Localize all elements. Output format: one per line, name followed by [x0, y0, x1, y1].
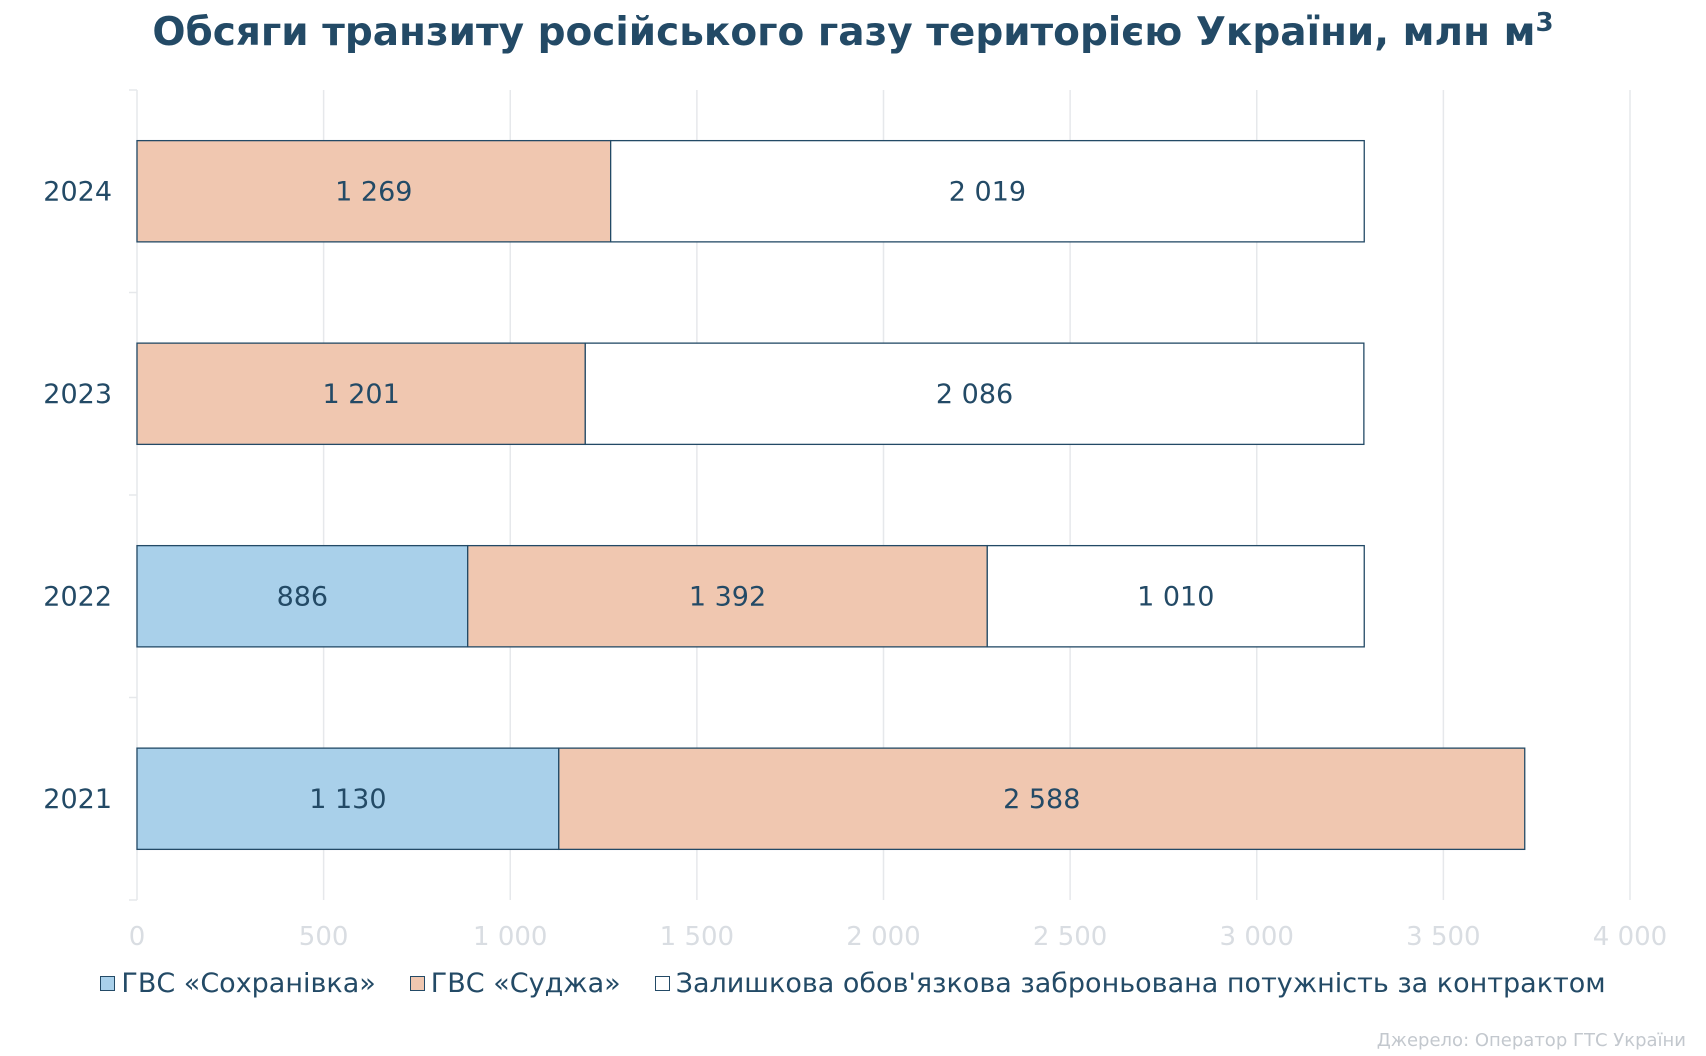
chart-title-text: Обсяги транзиту російського газу територ… — [152, 10, 1536, 55]
y-category-label: 2022 — [43, 581, 112, 612]
x-tick-label: 3 500 — [1406, 922, 1480, 952]
x-tick-label: 1 500 — [660, 922, 734, 952]
legend-swatch-remaining-capacity — [654, 976, 670, 991]
bar-segment — [584, 342, 1365, 446]
bar-segment — [610, 139, 1365, 243]
x-tick-label: 0 — [129, 922, 146, 952]
legend-label-remaining-capacity: Залишкова обов'язкова заброньована потуж… — [675, 968, 1606, 999]
bar-segment — [136, 747, 560, 851]
x-tick-label: 4 000 — [1593, 922, 1667, 952]
legend-label-sudzha: ГВС «Суджа» — [430, 968, 621, 999]
y-category-label: 2021 — [43, 784, 112, 815]
data-label: 2 019 — [949, 176, 1026, 207]
data-label: 2 086 — [936, 379, 1013, 410]
x-tick-label: 2 500 — [1033, 922, 1107, 952]
data-label: 1 269 — [335, 176, 412, 207]
chart-title-superscript: 3 — [1535, 8, 1554, 38]
x-tick-label: 2 000 — [846, 922, 920, 952]
bar-segment — [136, 544, 469, 648]
bar-segment — [136, 342, 586, 446]
source-note: Джерело: Оператор ГТС України — [1376, 1030, 1686, 1051]
x-tick-label: 500 — [299, 922, 349, 952]
y-category-label: 2023 — [43, 379, 112, 410]
bar-segment — [558, 747, 1526, 851]
legend-item-sokhranivka: ГВС «Сохранівка» — [100, 968, 376, 999]
data-label: 1 392 — [689, 581, 766, 612]
bar-segment — [467, 544, 988, 648]
chart-legend: ГВС «Сохранівка» ГВС «Суджа» Залишкова о… — [0, 968, 1706, 999]
legend-swatch-sokhranivka — [100, 976, 116, 991]
data-label: 2 588 — [1003, 784, 1080, 815]
x-tick-label: 1 000 — [473, 922, 547, 952]
data-label: 1 201 — [322, 379, 399, 410]
data-label: 1 010 — [1137, 581, 1214, 612]
legend-swatch-sudzha — [409, 976, 425, 991]
x-tick-label: 3 000 — [1220, 922, 1294, 952]
chart-title: Обсяги транзиту російського газу територ… — [0, 8, 1706, 55]
data-label: 1 130 — [309, 784, 386, 815]
bar-segment — [986, 544, 1365, 648]
bar-segment — [136, 139, 612, 243]
data-label: 886 — [277, 581, 329, 612]
legend-item-remaining-capacity: Залишкова обов'язкова заброньована потуж… — [654, 968, 1606, 999]
legend-item-sudzha: ГВС «Суджа» — [409, 968, 621, 999]
legend-label-sokhranivka: ГВС «Сохранівка» — [121, 968, 376, 999]
y-category-label: 2024 — [43, 176, 112, 207]
